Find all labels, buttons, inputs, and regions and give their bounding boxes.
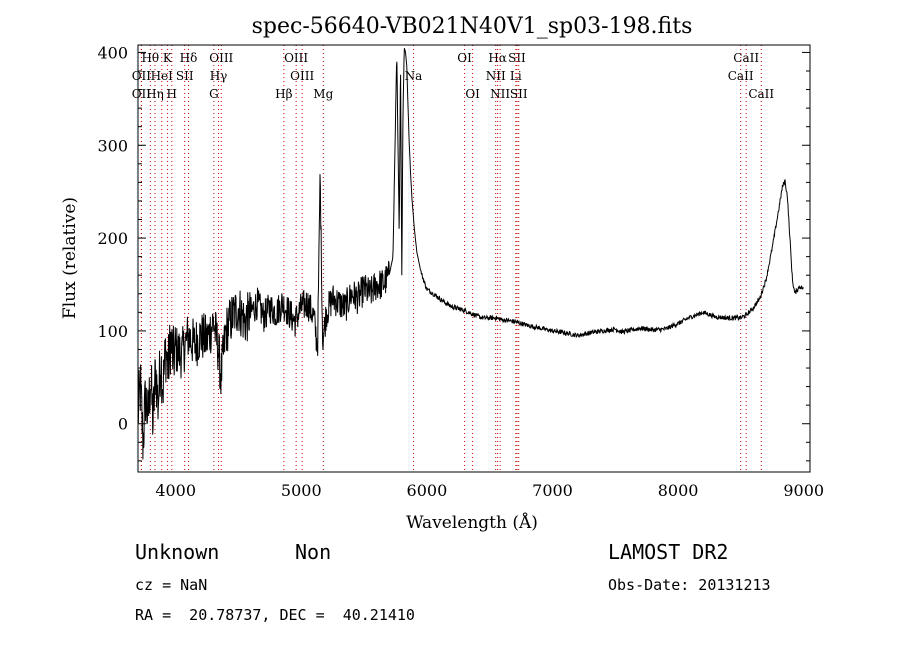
line-marker-label: CaII [733,51,759,65]
chart-title: spec-56640-VB021N40V1_sp03-198.fits [252,14,693,39]
y-tick-label: 200 [97,229,128,248]
y-tick-label: 400 [97,43,128,62]
line-marker-label: CaII [728,69,754,83]
line-marker-label: K [163,51,173,65]
line-marker-label: OII [132,87,152,101]
line-marker-label: Na [405,69,423,83]
line-marker-label: OII [132,69,152,83]
line-marker-label: Hη [146,87,164,101]
line-marker-label: G [209,87,219,101]
x-axis: 4000 5000 6000 7000 8000 9000 [155,481,824,500]
y-axis-label: Flux (relative) [60,197,80,319]
line-marker-label: OIII [209,51,233,65]
spectrum-line [137,48,804,460]
line-marker-label: Hθ [141,51,159,65]
line-marker-label: Hγ [210,69,228,83]
line-marker-label: SII [508,51,526,65]
survey-name: LAMOST DR2 [608,540,729,564]
x-axis-label: Wavelength (Å) [406,512,538,533]
x-tick-label: 8000 [658,481,699,500]
x-tick-label: 7000 [532,481,573,500]
line-marker-label: Hδ [180,51,198,65]
y-tick-label: 300 [97,136,128,155]
x-tick-label: 4000 [155,481,196,500]
line-marker-label: Hβ [275,87,292,101]
x-tick-label: 5000 [281,481,322,500]
line-marker-label: OIII [284,51,308,65]
line-marker-label: SII [510,87,528,101]
line-marker-label: CaII [748,87,774,101]
line-marker-label: Hα [488,51,507,65]
line-marker-label: NII [490,87,510,101]
line-marker-label: Mg [313,87,333,101]
y-axis: 0 100 200 300 400 [97,43,810,462]
line-marker-label: H [167,87,177,101]
line-marker-label: Li [510,69,522,83]
line-marker-label: OI [465,87,480,101]
line-marker-label: NII [486,69,506,83]
object-class: Unknown [135,540,220,564]
line-marker-label: OIII [290,69,314,83]
redshift-cz: cz = NaN [135,576,208,594]
plot-frame [137,44,811,473]
line-marker-label: OI [457,51,472,65]
x-tick-label: 9000 [783,481,824,500]
y-tick-label: 100 [97,322,128,341]
object-subclass: Non [295,540,332,564]
coordinates: RA = 20.78737, DEC = 40.21410 [135,606,415,624]
spectrum-chart: spec-56640-VB021N40V1_sp03-198.fits Hθ K H… [60,14,824,533]
observation-date: Obs-Date: 20131213 [608,576,771,594]
line-marker-label: HeI [151,69,174,83]
line-marker-label: SII [176,69,194,83]
y-tick-label: 0 [118,415,128,434]
x-tick-label: 6000 [407,481,448,500]
